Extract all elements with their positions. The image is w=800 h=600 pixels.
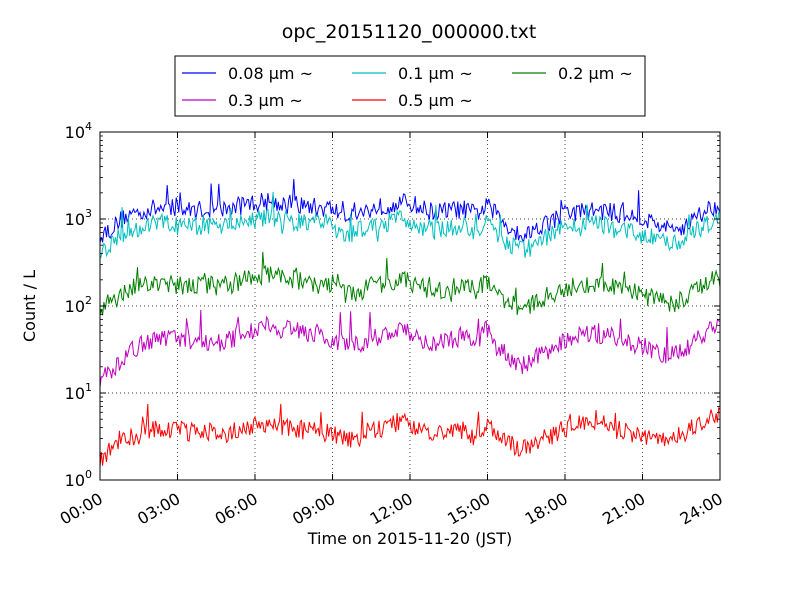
axis-ticks: [99, 131, 721, 481]
y-axis-label: Count / L: [20, 270, 39, 342]
legend: 0.08 μm ~ 0.1 μm ~ 0.2 μm ~ 0.3 μm ~ 0.5 μm …: [174, 55, 646, 117]
y-tick-label: 103: [65, 207, 92, 229]
legend-entry-label: 0.5 μm ~: [398, 91, 473, 110]
y-tick-label: 104: [65, 120, 92, 142]
series-line: [99, 403, 721, 468]
series-line: [99, 191, 721, 259]
y-axis-tick-labels: 100 101 102 103 104: [65, 120, 92, 490]
legend-entry-label: 0.08 μm ~: [228, 64, 313, 83]
legend-entry-label: 0.2 μm ~: [558, 64, 633, 83]
legend-box: [174, 55, 646, 117]
chart-title: opc_20151120_000000.txt: [282, 21, 537, 43]
y-tick-label: 100: [65, 468, 92, 490]
x-axis-label: Time on 2015-11-20 (JST): [307, 529, 512, 548]
series-line: [99, 309, 721, 388]
data-series: [99, 178, 721, 468]
y-tick-label: 102: [65, 294, 92, 316]
y-tick-label: 101: [65, 381, 92, 403]
legend-entry-label: 0.1 μm ~: [398, 64, 473, 83]
legend-entry-label: 0.3 μm ~: [228, 91, 303, 110]
series-line: [99, 251, 721, 316]
